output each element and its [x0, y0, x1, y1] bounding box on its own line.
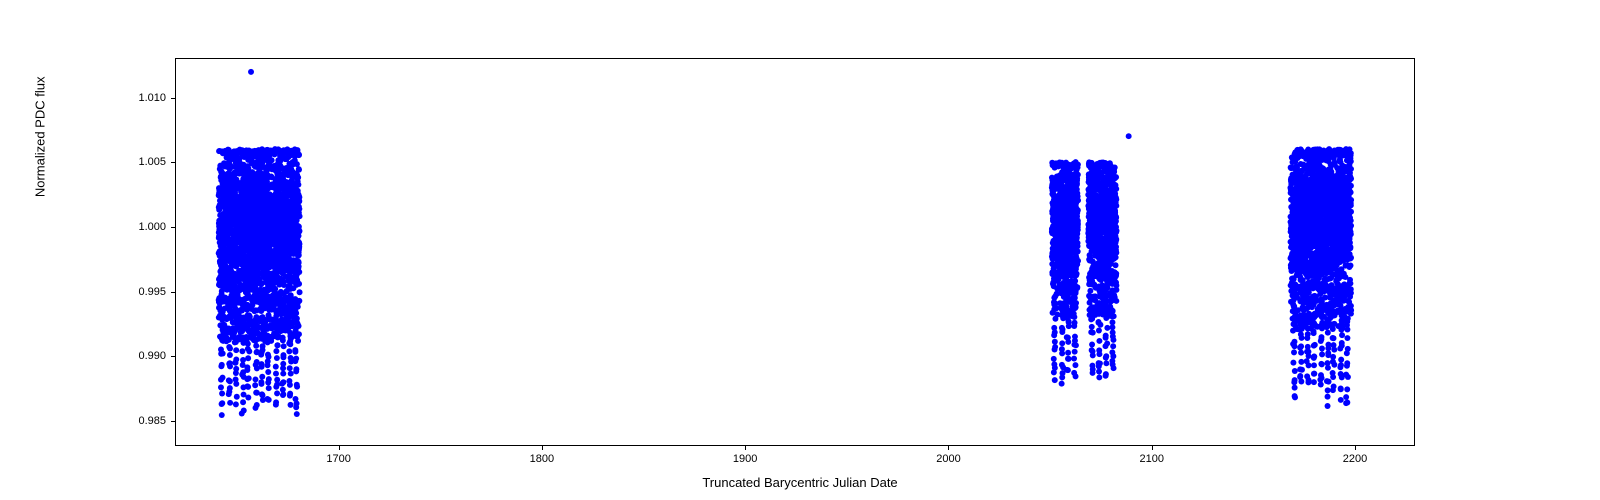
y-axis-label: Normalized PDC flux	[33, 77, 48, 198]
ytick-label: 0.990	[138, 350, 166, 362]
xtick-mark	[745, 445, 746, 450]
scatter-figure: 1700 1800 1900 2000 2100 2200 0.985 0.990 0.995 1…	[0, 0, 1600, 500]
xtick-mark	[542, 445, 543, 450]
xtick-label: 1800	[530, 453, 554, 465]
ytick-label: 0.985	[138, 415, 166, 427]
xtick-mark	[339, 445, 340, 450]
xtick-mark	[948, 445, 949, 450]
xtick-label: 2200	[1343, 453, 1367, 465]
ytick-mark	[171, 162, 176, 163]
ytick-label: 0.995	[138, 286, 166, 298]
ytick-mark	[171, 292, 176, 293]
ytick-label: 1.005	[138, 156, 166, 168]
xtick-mark	[1152, 445, 1153, 450]
ytick-mark	[171, 356, 176, 357]
ytick-label: 1.000	[138, 221, 166, 233]
ytick-mark	[171, 421, 176, 422]
ytick-mark	[171, 227, 176, 228]
xtick-label: 2000	[936, 453, 960, 465]
xtick-label: 2100	[1139, 453, 1163, 465]
xtick-mark	[1355, 445, 1356, 450]
xtick-label: 1900	[733, 453, 757, 465]
scatter-points	[176, 59, 1414, 445]
ytick-label: 1.010	[138, 92, 166, 104]
x-axis-label: Truncated Barycentric Julian Date	[702, 475, 897, 490]
plot-area: 1700180019002000210022000.9850.9900.9951…	[175, 58, 1415, 446]
ytick-mark	[171, 98, 176, 99]
xtick-label: 1700	[326, 453, 350, 465]
